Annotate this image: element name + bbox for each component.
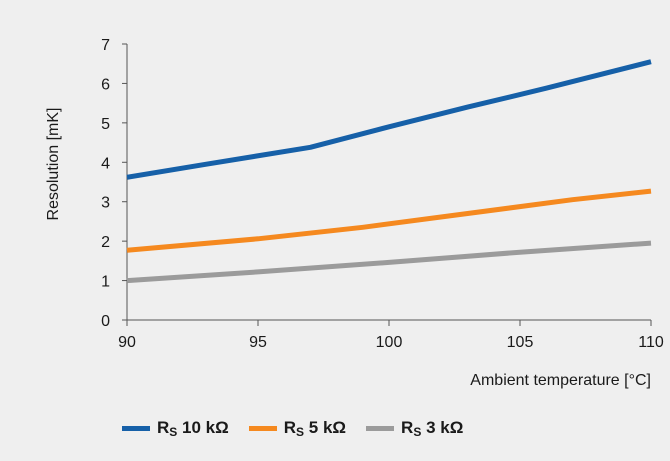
legend-item-rs-10k: RS 10 kΩ <box>122 418 229 439</box>
y-tick-label: 1 <box>101 274 110 291</box>
legend-swatch-rs-5k <box>248 426 277 431</box>
series-line-2 <box>126 240 652 284</box>
axes <box>122 43 652 326</box>
x-tick-label: 90 <box>118 334 136 351</box>
legend: RS 10 kΩ RS 5 kΩ RS 3 kΩ <box>122 418 483 439</box>
series-line-0 <box>126 59 652 180</box>
x-tick-label: 110 <box>638 334 664 351</box>
x-tick-label: 100 <box>376 334 403 351</box>
x-axis-title: Ambient temperature [°C] <box>470 372 651 389</box>
y-tick-label: 2 <box>101 234 110 251</box>
y-tick-label: 4 <box>101 155 110 172</box>
x-tick-label: 105 <box>507 334 534 351</box>
tick-labels: 0 1 2 3 4 5 6 7 90 95 100 105 110 <box>101 37 664 351</box>
y-tick-label: 6 <box>101 76 110 93</box>
legend-item-rs-5k: RS 5 kΩ <box>248 418 347 439</box>
y-tick-label: 5 <box>101 116 110 133</box>
x-tick-label: 95 <box>249 334 267 351</box>
y-tick-label: 7 <box>101 37 110 54</box>
y-tick-label: 0 <box>101 313 110 330</box>
legend-swatch-rs-10k <box>122 426 150 431</box>
legend-swatch-rs-3k <box>366 426 395 431</box>
legend-label-rs-3k: RS 3 kΩ <box>401 418 464 439</box>
legend-item-rs-3k: RS 3 kΩ <box>366 418 463 439</box>
series-line-1 <box>126 188 652 253</box>
y-axis-title: Resolution [mK] <box>45 108 62 221</box>
y-tick-label: 3 <box>101 195 110 212</box>
legend-label-rs-10k: RS 10 kΩ <box>157 418 229 439</box>
legend-label-rs-5k: RS 5 kΩ <box>283 418 347 439</box>
series-lines <box>126 59 652 284</box>
